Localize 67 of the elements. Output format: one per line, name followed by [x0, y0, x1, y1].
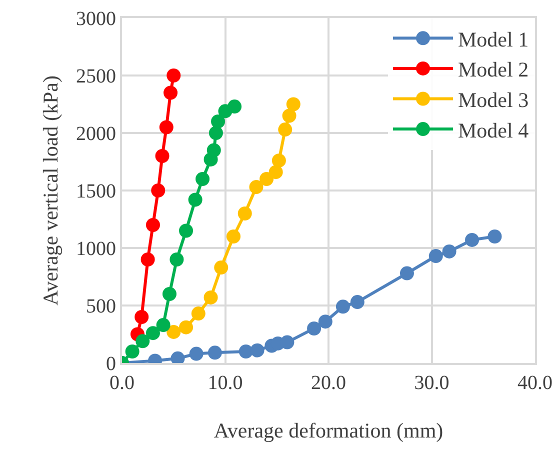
x-tick-label: 10.0 — [208, 372, 243, 394]
point — [211, 114, 226, 128]
point — [350, 295, 364, 310]
point — [280, 335, 294, 350]
point — [206, 143, 221, 158]
y-tick-label: 1500 — [76, 180, 116, 202]
point — [166, 324, 181, 339]
x-tick-label: 0.0 — [110, 372, 134, 394]
point — [179, 320, 194, 334]
point — [278, 122, 292, 137]
point — [134, 310, 149, 324]
point — [214, 260, 228, 275]
point — [155, 149, 170, 163]
legend-label: Model 1 — [458, 27, 529, 52]
point — [249, 180, 264, 194]
point — [189, 346, 204, 361]
y-tick-label: 500 — [86, 296, 116, 318]
x-tick-label: 20.0 — [311, 372, 346, 394]
x-tick-label: 30.0 — [414, 372, 450, 394]
point — [442, 244, 456, 258]
point — [488, 230, 502, 244]
y-tick-label: 2500 — [76, 66, 116, 88]
point — [156, 318, 170, 332]
point — [260, 172, 274, 186]
point — [307, 322, 322, 336]
legend-label: Model 4 — [458, 118, 530, 142]
point — [204, 290, 218, 304]
point — [238, 344, 253, 358]
point — [400, 266, 414, 280]
y-tick-label: 0 — [106, 353, 116, 375]
point — [140, 252, 155, 266]
point — [191, 306, 206, 321]
legend-label: Model 2 — [458, 58, 529, 82]
y-axis-title: Average vertical load (kPa) — [38, 76, 63, 306]
point — [428, 249, 443, 264]
point — [282, 108, 296, 123]
point — [250, 343, 264, 358]
point — [238, 206, 252, 220]
x-tick-label: 40.0 — [518, 372, 552, 394]
point — [208, 346, 222, 360]
point — [336, 300, 350, 314]
legend-label: Model 3 — [458, 88, 529, 112]
point — [146, 218, 160, 232]
point — [272, 154, 286, 168]
point — [136, 334, 150, 348]
point — [228, 100, 242, 114]
point — [125, 344, 140, 358]
point — [151, 184, 166, 198]
point — [162, 287, 176, 301]
point — [226, 230, 241, 244]
point — [465, 232, 480, 247]
point — [268, 165, 283, 180]
point — [208, 126, 223, 140]
point — [146, 326, 160, 340]
point — [179, 224, 194, 238]
point — [166, 68, 181, 82]
y-tick-label: 1000 — [76, 238, 116, 260]
point — [188, 192, 202, 207]
point — [159, 120, 174, 134]
point — [318, 314, 332, 329]
point — [170, 252, 184, 266]
point — [164, 86, 178, 100]
x-axis-title: Average deformation (mm) — [214, 418, 444, 443]
y-tick-label: 3000 — [76, 8, 116, 30]
point — [286, 97, 300, 112]
point — [196, 172, 210, 186]
y-tick-label: 2000 — [76, 123, 116, 145]
